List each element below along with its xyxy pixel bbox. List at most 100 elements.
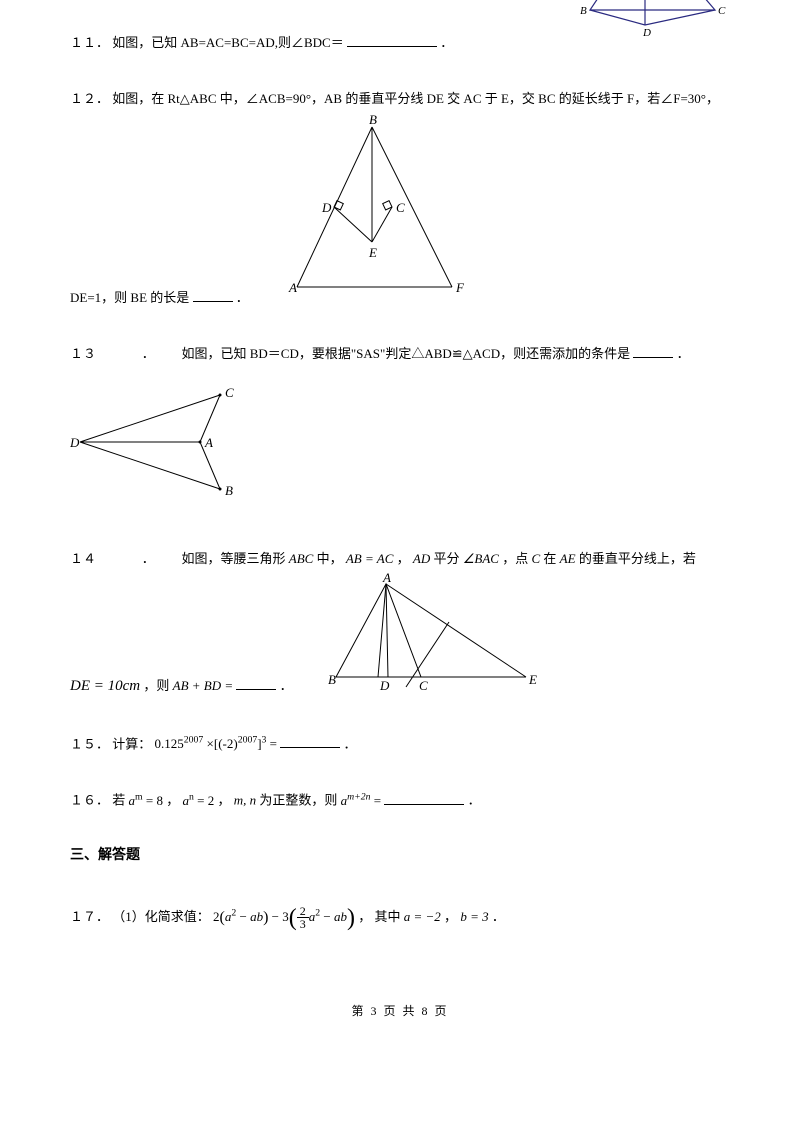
vertex-B: B [580, 5, 587, 17]
q14-text-f: 在 [543, 551, 556, 566]
figure-tetrahedron: A B C D [560, 0, 730, 40]
q14-text-i: ． [280, 678, 293, 693]
q16-period: ． [468, 793, 481, 808]
q15-exp1: 2007 [184, 735, 204, 746]
section-3-heading: 三、解答题 [70, 844, 730, 864]
q12-number: １２． [70, 91, 109, 106]
q14-ae: AE [560, 551, 576, 566]
figure-q12: B D C E A F [272, 112, 472, 311]
q14-ptC: C [531, 551, 540, 566]
q17-ab2: ab [334, 909, 347, 924]
footer-pre: 第 [351, 1004, 370, 1018]
vertex-C: C [396, 200, 405, 215]
q11-text: 如图，已知 AB=AC=BC=AD,则∠BDC＝ [112, 35, 343, 50]
q15-number: １５． [70, 736, 109, 751]
q15-eq: = [270, 736, 281, 751]
q16-m: m [135, 791, 143, 802]
question-15: １５． 计算： 0.1252007 ×[(-2)2007]3 = ． [70, 731, 730, 757]
q16-c2: ， [217, 793, 230, 808]
q17-aval: a = −2 [404, 909, 441, 924]
q14-de10: DE = 10cm [70, 678, 140, 694]
q15-base1: 0.125 [155, 736, 184, 751]
vertex-A: A [288, 280, 297, 295]
q17-text-b: 其中 [374, 909, 400, 924]
q16-exp3: m+2n [347, 791, 370, 802]
q16-text-b: 为正整数，则 [259, 793, 337, 808]
q12-blank [193, 289, 233, 302]
q17-frac-den: 3 [297, 918, 309, 930]
q13-dot: ． [118, 341, 178, 367]
q16-blank [384, 792, 464, 805]
figure-q13: D C A B [70, 377, 270, 507]
q16-text-a: 若 [112, 793, 125, 808]
vertex-B: B [328, 672, 336, 687]
q12-period: ． [236, 290, 249, 305]
q15-exp3: 3 [262, 735, 267, 746]
q14-text-b: 中， [317, 551, 343, 566]
q16-mn: m, n [234, 793, 256, 808]
q16-eq: = [371, 793, 385, 808]
q14-text-c: ， [397, 551, 410, 566]
vertex-E: E [528, 672, 537, 687]
q17-bval: b = 3 [460, 909, 488, 924]
footer-total: 8 [422, 1004, 430, 1018]
q17-text-a: （1）化简求值： [112, 909, 210, 924]
vertex-F: F [455, 280, 465, 295]
question-17: １７． （1）化简求值： 2(a2 − ab) − 3(23a2 − ab) ，… [70, 894, 730, 942]
q17-comma2: ， [444, 909, 457, 924]
q14-dot: ． [118, 546, 178, 572]
q14-text-g: 的垂直平分线上，若 [579, 551, 696, 566]
q14-blank [236, 677, 276, 690]
q11-blank [347, 34, 437, 47]
q16-eq8: = 8 [143, 793, 163, 808]
vertex-C: C [419, 678, 428, 692]
q11-number: １１． [70, 35, 109, 50]
q15-text-a: 计算： [112, 736, 151, 751]
q17-ab1: ab [250, 909, 263, 924]
q14-abbd: AB + BD = [173, 678, 234, 693]
q14-ang: ∠BAC [463, 551, 499, 566]
q14-text-d: 平分 [433, 551, 459, 566]
q17-number: １７． [70, 909, 109, 924]
vertex-A: A [382, 572, 391, 585]
question-11: A B C D １１． 如图，已知 AB=AC=BC=AD,则∠BDC＝ ． [70, 30, 730, 56]
q17-period: ． [492, 909, 505, 924]
q14-text-a: 如图，等腰三角形 [182, 551, 286, 566]
vertex-B: B [225, 483, 233, 498]
vertex-A: A [204, 435, 213, 450]
q15-exp2: 2007 [238, 735, 258, 746]
q14-number: １４ [70, 546, 115, 572]
q13-text: 如图，已知 BD＝CD，要根据"SAS"判定△ABD≌△ACD，则还需添加的条件… [182, 346, 631, 361]
q14-abc: ABC [289, 551, 314, 566]
question-14: １４ ． 如图，等腰三角形 ABC 中， AB = AC ， AD 平分 ∠BA… [70, 546, 730, 701]
vertex-D: D [321, 200, 332, 215]
q15-times: ×[(-2) [207, 736, 238, 751]
q15-period: ． [344, 736, 357, 751]
q13-period: ． [677, 346, 690, 361]
question-13: １３ ． 如图，已知 BD＝CD，要根据"SAS"判定△ABD≌△ACD，则还需… [70, 341, 730, 516]
q16-number: １６． [70, 793, 109, 808]
q13-blank [633, 345, 673, 358]
q17-minus3: − [320, 909, 334, 924]
vertex-B: B [369, 112, 377, 127]
q17-minus1: − [236, 909, 250, 924]
question-12: １２． 如图，在 Rt△ABC 中，∠ACB=90°，AB 的垂直平分线 DE … [70, 86, 730, 311]
footer-post: 页 [430, 1004, 449, 1018]
worksheet-page: A B C D １１． 如图，已知 AB=AC=BC=AD,则∠BDC＝ ． １… [0, 30, 800, 1049]
question-16: １６． 若 am = 8 ， an = 2 ， m, n 为正整数，则 am+2… [70, 787, 730, 813]
q16-eq2: = 2 [194, 793, 214, 808]
page-footer: 第 3 页 共 8 页 [70, 1002, 730, 1019]
vertex-C: C [718, 5, 726, 17]
q11-period: ． [440, 35, 453, 50]
vertex-D: D [379, 678, 390, 692]
vertex-C: C [225, 385, 234, 400]
q17-comma: ， [358, 909, 371, 924]
q14-ad: AD [413, 551, 430, 566]
footer-mid: 页 共 [378, 1004, 421, 1018]
vertex-D: D [642, 27, 651, 39]
figure-q14: A B D C E [306, 572, 546, 701]
q14-text-e: ，点 [502, 551, 528, 566]
vertex-D: D [70, 435, 80, 450]
vertex-E: E [368, 245, 377, 260]
q16-c1: ， [166, 793, 179, 808]
